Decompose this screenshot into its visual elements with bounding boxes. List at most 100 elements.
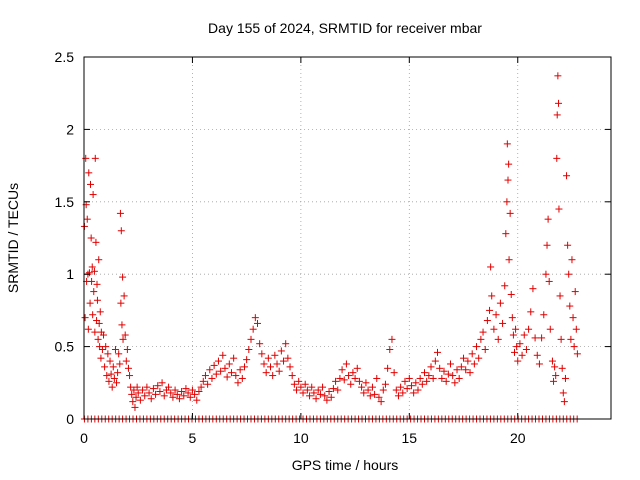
data-point bbox=[368, 383, 376, 391]
data-point bbox=[355, 377, 363, 385]
data-point bbox=[149, 385, 157, 393]
data-point bbox=[312, 395, 320, 403]
data-point bbox=[89, 311, 97, 319]
data-point bbox=[193, 396, 201, 404]
data-point bbox=[188, 386, 196, 394]
data-point bbox=[505, 256, 513, 264]
data-point bbox=[509, 331, 517, 339]
data-point bbox=[535, 360, 543, 368]
data-point bbox=[483, 317, 491, 325]
data-point bbox=[490, 325, 498, 333]
data-point bbox=[288, 372, 296, 380]
data-point bbox=[119, 335, 127, 343]
data-point bbox=[321, 392, 329, 400]
grid-lines bbox=[84, 57, 611, 419]
data-point bbox=[130, 386, 138, 394]
data-point bbox=[399, 389, 407, 397]
data-point bbox=[273, 360, 281, 368]
data-point bbox=[501, 282, 509, 290]
data-point bbox=[103, 372, 111, 380]
data-point bbox=[381, 380, 389, 388]
data-point bbox=[221, 364, 229, 372]
data-point bbox=[386, 345, 394, 353]
data-point bbox=[429, 374, 437, 382]
data-point bbox=[504, 176, 512, 184]
data-point bbox=[473, 343, 481, 351]
data-point bbox=[457, 363, 465, 371]
data-point bbox=[407, 382, 415, 390]
data-point bbox=[390, 369, 398, 377]
data-point bbox=[119, 273, 127, 281]
data-point bbox=[110, 374, 118, 382]
data-point bbox=[87, 180, 95, 188]
data-point bbox=[329, 385, 337, 393]
data-point bbox=[104, 350, 112, 358]
data-point bbox=[131, 403, 139, 411]
data-point bbox=[559, 389, 567, 397]
data-point bbox=[284, 354, 292, 362]
data-point bbox=[91, 154, 99, 162]
data-point bbox=[325, 387, 333, 395]
data-point bbox=[543, 241, 551, 249]
data-point bbox=[169, 393, 177, 401]
data-point bbox=[423, 377, 431, 385]
data-point bbox=[533, 351, 541, 359]
y-tick-label: 1.5 bbox=[55, 194, 75, 210]
data-point bbox=[260, 360, 268, 368]
data-point bbox=[225, 360, 233, 368]
data-point bbox=[81, 314, 89, 322]
data-point bbox=[122, 357, 130, 365]
data-point bbox=[560, 398, 568, 406]
data-point bbox=[375, 393, 383, 401]
y-tick-label: 2 bbox=[66, 121, 74, 137]
data-point bbox=[94, 335, 102, 343]
data-point bbox=[323, 396, 331, 404]
data-point bbox=[364, 386, 372, 394]
data-point bbox=[165, 383, 173, 391]
data-point bbox=[558, 364, 566, 372]
data-point bbox=[514, 357, 522, 365]
data-point bbox=[418, 380, 426, 388]
data-point bbox=[167, 389, 175, 397]
data-point bbox=[453, 366, 461, 374]
data-point bbox=[503, 198, 511, 206]
data-point bbox=[554, 72, 562, 80]
data-point bbox=[529, 285, 537, 293]
data-point bbox=[256, 340, 264, 348]
data-point bbox=[210, 361, 218, 369]
data-point bbox=[93, 280, 101, 288]
data-point bbox=[117, 299, 125, 307]
data-point bbox=[414, 386, 422, 394]
data-points bbox=[80, 72, 581, 411]
x-tick-label: 10 bbox=[293, 430, 309, 446]
data-point bbox=[460, 354, 468, 362]
data-point bbox=[340, 376, 348, 384]
data-point bbox=[351, 374, 359, 382]
data-point bbox=[117, 227, 125, 235]
data-point bbox=[502, 230, 510, 238]
data-point bbox=[552, 372, 560, 380]
data-point bbox=[145, 389, 153, 397]
data-point bbox=[269, 372, 277, 380]
data-point bbox=[518, 351, 526, 359]
data-point bbox=[95, 256, 103, 264]
data-point bbox=[234, 379, 242, 387]
data-point bbox=[397, 383, 405, 391]
data-point bbox=[173, 390, 181, 398]
x-tick-label: 5 bbox=[189, 430, 197, 446]
data-point bbox=[116, 360, 124, 368]
data-point bbox=[247, 335, 255, 343]
data-point bbox=[251, 314, 259, 322]
data-point bbox=[358, 383, 366, 391]
data-point bbox=[310, 389, 318, 397]
data-point bbox=[567, 335, 575, 343]
data-point bbox=[89, 191, 97, 199]
x-axis-title: GPS time / hours bbox=[292, 457, 399, 473]
data-point bbox=[520, 331, 528, 339]
data-point bbox=[481, 345, 489, 353]
data-point bbox=[556, 292, 564, 300]
data-point bbox=[512, 325, 520, 333]
data-point bbox=[238, 374, 246, 382]
data-point bbox=[392, 386, 400, 394]
data-point bbox=[513, 343, 521, 351]
